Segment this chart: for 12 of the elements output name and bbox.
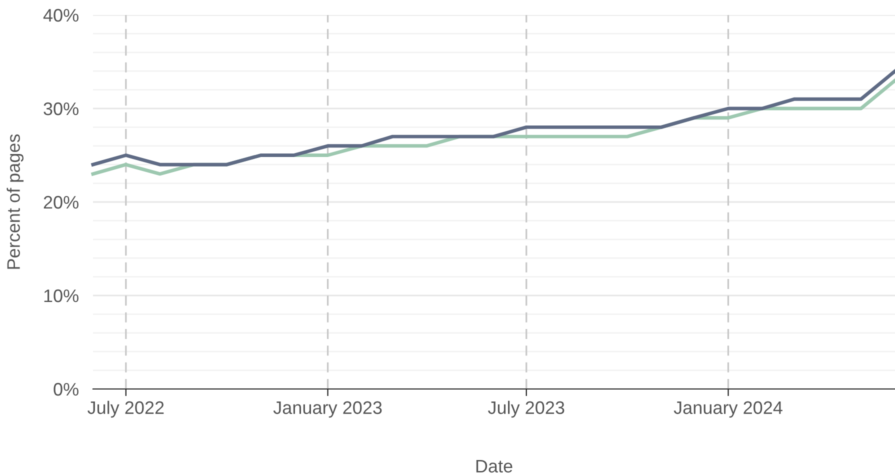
y-tick-label: 10%	[44, 289, 78, 302]
y-tick-label: 40%	[43, 8, 78, 22]
y-tick-label: 30%	[44, 102, 78, 116]
x-tick-label: January 2023	[273, 401, 382, 418]
x-tick-label: January 2024	[674, 401, 782, 418]
line-series	[91, 69, 895, 166]
y-tick-label: 0%	[54, 382, 78, 396]
x-tick-label: July 2022	[88, 400, 164, 418]
y-tick-label: 20%	[44, 196, 78, 209]
y-axis-title: Percent of pages	[6, 134, 24, 269]
x-axis-title: Date	[476, 460, 512, 473]
x-tick-label: July 2023	[488, 400, 564, 418]
